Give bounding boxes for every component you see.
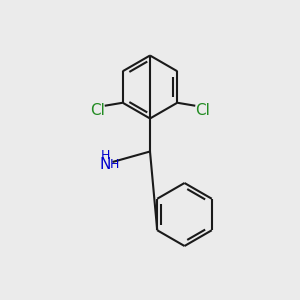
- Text: Cl: Cl: [195, 103, 210, 118]
- Text: N: N: [99, 157, 111, 172]
- Text: H: H: [100, 148, 110, 162]
- Text: H: H: [110, 158, 120, 171]
- Text: Cl: Cl: [90, 103, 105, 118]
